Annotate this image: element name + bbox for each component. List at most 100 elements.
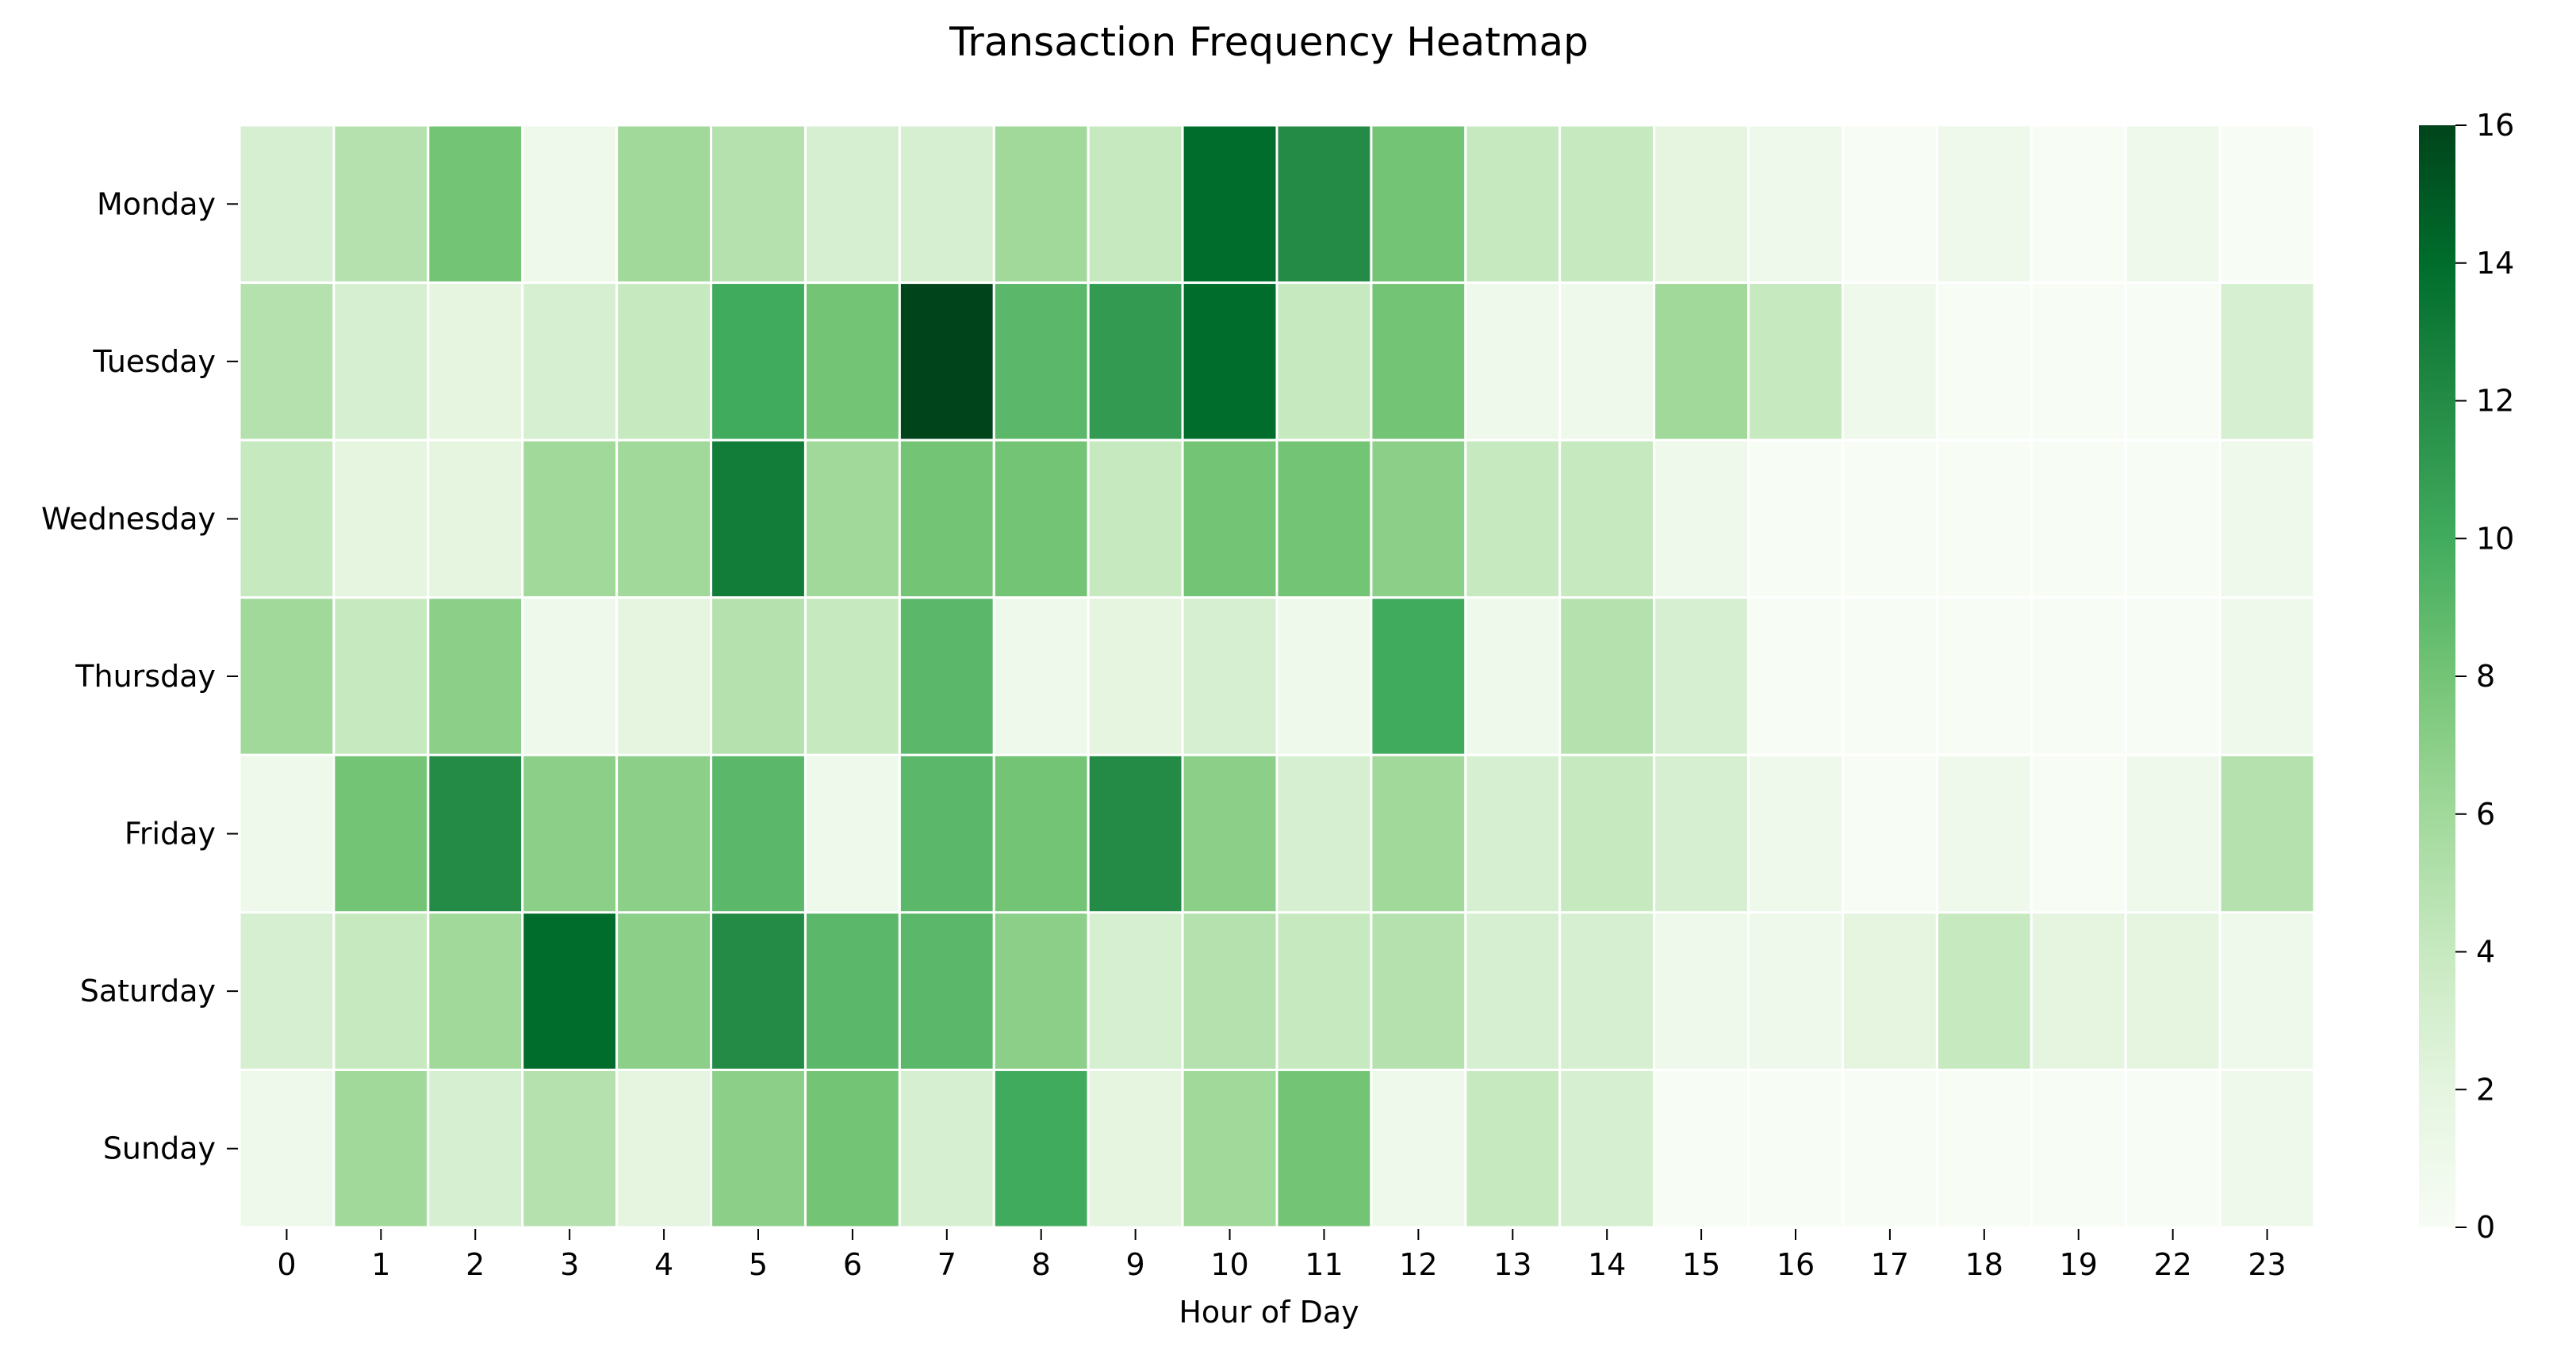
heatmap-cell-wednesday-8	[992, 438, 1090, 599]
heatmap-cell-wednesday-19	[2030, 438, 2127, 599]
x-tick-label-12: 12	[1399, 1247, 1437, 1282]
x-tick-label-8: 8	[1032, 1247, 1051, 1282]
heatmap-cell-tuesday-2	[427, 281, 524, 442]
heatmap-cell-sunday-3	[521, 1068, 619, 1229]
heatmap-cell-saturday-5	[710, 911, 807, 1071]
heatmap-cell-monday-23	[2218, 124, 2316, 285]
heatmap-cell-sunday-2	[427, 1068, 524, 1229]
heatmap-cell-friday-10	[1181, 753, 1278, 914]
y-tick-label-sunday: Sunday	[103, 1131, 216, 1166]
colorbar-tick-label-12: 12	[2476, 384, 2514, 419]
colorbar-gradient	[2419, 125, 2455, 1227]
x-tick-label-17: 17	[1871, 1247, 1909, 1282]
heatmap-cell-saturday-23	[2218, 911, 2316, 1071]
heatmap-cell-friday-7	[898, 753, 995, 914]
x-tick-label-13: 13	[1493, 1247, 1531, 1282]
heatmap-cell-friday-14	[1558, 753, 1656, 914]
x-tick-label-23: 23	[2248, 1247, 2286, 1282]
heatmap-cell-thursday-15	[1653, 596, 1750, 756]
heatmap-cell-sunday-19	[2030, 1068, 2127, 1229]
heatmap-cell-monday-22	[2124, 124, 2221, 285]
colorbar-tick-label-14: 14	[2476, 246, 2514, 281]
heatmap-cell-thursday-19	[2030, 596, 2127, 756]
heatmap-cell-saturday-18	[1935, 911, 2033, 1071]
heatmap-cell-monday-3	[521, 124, 619, 285]
heatmap-cell-tuesday-3	[521, 281, 619, 442]
heatmap-cell-thursday-4	[615, 596, 713, 756]
heatmap-cell-sunday-0	[238, 1068, 335, 1229]
heatmap-cell-friday-16	[1747, 753, 1844, 914]
heatmap-cell-monday-13	[1464, 124, 1562, 285]
heatmap-cell-monday-8	[992, 124, 1090, 285]
heatmap-cell-tuesday-19	[2030, 281, 2127, 442]
heatmap-cell-saturday-0	[238, 911, 335, 1071]
heatmap-cell-friday-2	[427, 753, 524, 914]
y-tick-label-thursday: Thursday	[75, 659, 216, 694]
heatmap-cell-thursday-12	[1370, 596, 1467, 756]
heatmap-cell-sunday-14	[1558, 1068, 1656, 1229]
heatmap-cell-monday-16	[1747, 124, 1844, 285]
heatmap-cell-tuesday-16	[1747, 281, 1844, 442]
heatmap-cell-tuesday-0	[238, 281, 335, 442]
y-tick-label-friday: Friday	[125, 817, 216, 852]
heatmap-cell-thursday-18	[1935, 596, 2033, 756]
heatmap-cell-thursday-9	[1087, 596, 1184, 756]
x-tick-label-15: 15	[1682, 1247, 1720, 1282]
heatmap-cell-tuesday-15	[1653, 281, 1750, 442]
heatmap-cell-thursday-1	[332, 596, 430, 756]
x-tick-label-6: 6	[843, 1247, 862, 1282]
colorbar-tick-label-16: 16	[2476, 108, 2514, 143]
heatmap-cell-monday-4	[615, 124, 713, 285]
heatmap-cell-thursday-13	[1464, 596, 1562, 756]
heatmap-cell-saturday-16	[1747, 911, 1844, 1071]
heatmap-cell-wednesday-10	[1181, 438, 1278, 599]
x-axis: 0 1 2 3 4 5 6 7 8 9 10 11 12 13 14 15 16 17 18 19 22 23	[277, 1229, 2287, 1282]
heatmap-cell-thursday-16	[1747, 596, 1844, 756]
x-axis-label: Hour of Day	[1179, 1295, 1359, 1330]
heatmap-cell-monday-11	[1275, 124, 1373, 285]
x-tick-label-19: 19	[2060, 1247, 2098, 1282]
colorbar-tick-label-10: 10	[2476, 521, 2514, 556]
x-tick-label-5: 5	[749, 1247, 768, 1282]
heatmap-cell-monday-19	[2030, 124, 2127, 285]
heatmap-cell-friday-22	[2124, 753, 2221, 914]
heatmap-cell-monday-10	[1181, 124, 1278, 285]
heatmap-cell-monday-5	[710, 124, 807, 285]
heatmap-cell-friday-1	[332, 753, 430, 914]
heatmap-cell-monday-14	[1558, 124, 1656, 285]
heatmap-cell-saturday-12	[1370, 911, 1467, 1071]
heatmap-cell-sunday-15	[1653, 1068, 1750, 1229]
heatmap-cell-wednesday-7	[898, 438, 995, 599]
heatmap-cell-tuesday-10	[1181, 281, 1278, 442]
heatmap-cell-saturday-9	[1087, 911, 1184, 1071]
heatmap-cell-tuesday-18	[1935, 281, 2033, 442]
heatmap-cell-wednesday-14	[1558, 438, 1656, 599]
heatmap-cell-wednesday-0	[238, 438, 335, 599]
x-tick-label-2: 2	[466, 1247, 485, 1282]
y-tick-label-monday: Monday	[97, 186, 216, 221]
heatmap-cell-wednesday-9	[1087, 438, 1184, 599]
heatmap-cell-saturday-15	[1653, 911, 1750, 1071]
x-tick-label-7: 7	[937, 1247, 956, 1282]
heatmap-cell-thursday-6	[803, 596, 901, 756]
heatmap-cell-saturday-8	[992, 911, 1090, 1071]
heatmap-cell-tuesday-23	[2218, 281, 2316, 442]
heatmap-cell-tuesday-12	[1370, 281, 1467, 442]
heatmap-cell-monday-12	[1370, 124, 1467, 285]
heatmap-cell-saturday-7	[898, 911, 995, 1071]
heatmap-cell-saturday-19	[2030, 911, 2127, 1071]
heatmap-cell-wednesday-3	[521, 438, 619, 599]
heatmap-cell-saturday-4	[615, 911, 713, 1071]
heatmap-cell-friday-19	[2030, 753, 2127, 914]
heatmap-cell-thursday-3	[521, 596, 619, 756]
heatmap-cell-thursday-8	[992, 596, 1090, 756]
heatmap-cell-tuesday-17	[1841, 281, 1938, 442]
heatmap-cell-sunday-22	[2124, 1068, 2221, 1229]
heatmap-cell-saturday-14	[1558, 911, 1656, 1071]
heatmap-cell-sunday-4	[615, 1068, 713, 1229]
colorbar: 0 2 4 6 8 10 12 14 16	[2419, 108, 2514, 1245]
heatmap-cell-tuesday-11	[1275, 281, 1373, 442]
x-tick-label-4: 4	[654, 1247, 673, 1282]
heatmap-cell-sunday-10	[1181, 1068, 1278, 1229]
